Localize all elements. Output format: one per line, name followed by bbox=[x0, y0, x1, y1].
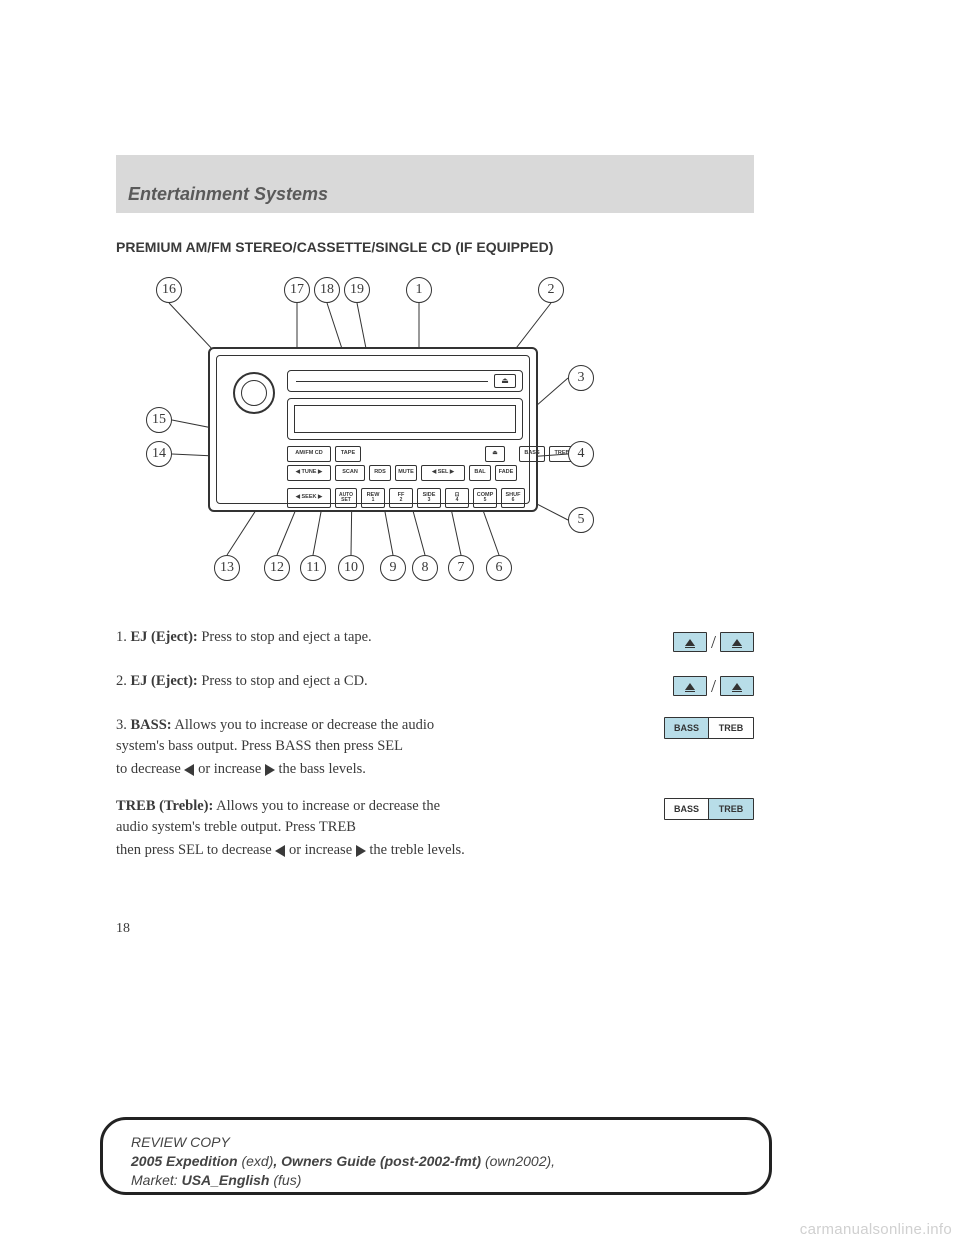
callout-13: 13 bbox=[214, 555, 240, 581]
seek-button: ◀ SEEK ▶ bbox=[287, 488, 331, 508]
preset-1: REW1 bbox=[361, 488, 385, 508]
sel-button: ◀ SEL ▶ bbox=[421, 465, 465, 481]
item-3-continued: to decrease or increase the bass levels. bbox=[116, 759, 596, 780]
bass-button: BASS bbox=[519, 446, 545, 462]
eject-icon-pair: / bbox=[673, 673, 754, 699]
preset-3: SIDE3 bbox=[417, 488, 441, 508]
cd-slot-line bbox=[296, 381, 488, 382]
preset-5: COMP5 bbox=[473, 488, 497, 508]
callout-3: 3 bbox=[568, 365, 594, 391]
callout-17: 17 bbox=[284, 277, 310, 303]
callout-16: 16 bbox=[156, 277, 182, 303]
button-row-1: AM/FM CD TAPE ⏏ BASS TREB bbox=[287, 446, 575, 462]
callout-15: 15 bbox=[146, 407, 172, 433]
eject-icon bbox=[673, 632, 707, 652]
tune-button: ◀ TUNE ▶ bbox=[287, 465, 331, 481]
section-subtitle: PREMIUM AM/FM STEREO/CASSETTE/SINGLE CD … bbox=[116, 239, 754, 255]
eject-icon bbox=[673, 676, 707, 696]
fade-button: FADE bbox=[495, 465, 517, 481]
callout-4: 4 bbox=[568, 441, 594, 467]
radio-frame: ⏏ AM/FM CD TAPE ⏏ BASS TREB ◀ TUNE ▶ SCA… bbox=[216, 355, 530, 504]
tape-eject-button: ⏏ bbox=[485, 446, 505, 462]
treb-cell: TREB bbox=[709, 799, 753, 819]
item-2: 2. EJ (Eject): Press to stop and eject a… bbox=[116, 671, 754, 699]
volume-knob bbox=[233, 372, 275, 414]
radio-diagram: ⏏ AM/FM CD TAPE ⏏ BASS TREB ◀ TUNE ▶ SCA… bbox=[148, 277, 598, 597]
callout-5: 5 bbox=[568, 507, 594, 533]
preset-4: ⊡4 bbox=[445, 488, 469, 508]
callout-14: 14 bbox=[146, 441, 172, 467]
item-treb-text: TREB (Treble): Allows you to increase or… bbox=[116, 796, 446, 838]
page-content: Entertainment Systems PREMIUM AM/FM STER… bbox=[116, 155, 754, 937]
right-arrow-icon bbox=[356, 845, 366, 857]
callout-18: 18 bbox=[314, 277, 340, 303]
callout-8: 8 bbox=[412, 555, 438, 581]
rds-button: RDS bbox=[369, 465, 391, 481]
cassette-inner bbox=[294, 405, 516, 433]
bass-cell: BASS bbox=[665, 799, 709, 819]
footer-line-3: Market: USA_English (fus) bbox=[131, 1171, 741, 1190]
eject-icon bbox=[720, 632, 754, 652]
footer-box: REVIEW COPY 2005 Expedition (exd), Owner… bbox=[100, 1117, 772, 1195]
callout-10: 10 bbox=[338, 555, 364, 581]
mute-button: MUTE bbox=[395, 465, 417, 481]
item-3: 3. BASS: Allows you to increase or decre… bbox=[116, 715, 754, 757]
callout-11: 11 bbox=[300, 555, 326, 581]
left-arrow-icon bbox=[184, 764, 194, 776]
autoset-button: AUTO SET bbox=[335, 488, 357, 508]
bass-cell: BASS bbox=[665, 718, 709, 738]
item-1: 1. EJ (Eject): Press to stop and eject a… bbox=[116, 627, 754, 655]
footer-line-2: 2005 Expedition (exd), Owners Guide (pos… bbox=[131, 1152, 741, 1171]
tape-button: TAPE bbox=[335, 446, 361, 462]
radio-body: ⏏ AM/FM CD TAPE ⏏ BASS TREB ◀ TUNE ▶ SCA… bbox=[208, 347, 538, 512]
footer-line-1: REVIEW COPY bbox=[131, 1133, 741, 1152]
item-2-text: 2. EJ (Eject): Press to stop and eject a… bbox=[116, 671, 446, 692]
right-arrow-icon bbox=[265, 764, 275, 776]
item-treb: TREB (Treble): Allows you to increase or… bbox=[116, 796, 754, 838]
slash-icon: / bbox=[711, 629, 716, 655]
bass-treb-icon: BASS TREB bbox=[664, 717, 754, 739]
cd-slot: ⏏ bbox=[287, 370, 523, 392]
scan-button: SCAN bbox=[335, 465, 365, 481]
item-treb-continued: then press SEL to decrease or increase t… bbox=[116, 840, 596, 861]
callout-6: 6 bbox=[486, 555, 512, 581]
left-arrow-icon bbox=[275, 845, 285, 857]
callout-19: 19 bbox=[344, 277, 370, 303]
eject-icon bbox=[720, 676, 754, 696]
item-1-text: 1. EJ (Eject): Press to stop and eject a… bbox=[116, 627, 446, 648]
item-3-text: 3. BASS: Allows you to increase or decre… bbox=[116, 715, 446, 757]
slash-icon: / bbox=[711, 673, 716, 699]
callout-1: 1 bbox=[406, 277, 432, 303]
watermark: carmanualsonline.info bbox=[800, 1221, 952, 1238]
callout-12: 12 bbox=[264, 555, 290, 581]
callout-9: 9 bbox=[380, 555, 406, 581]
eject-icon-pair: / bbox=[673, 629, 754, 655]
preset-2: FF2 bbox=[389, 488, 413, 508]
cd-eject-button: ⏏ bbox=[494, 374, 516, 388]
callout-2: 2 bbox=[538, 277, 564, 303]
button-row-2: ◀ TUNE ▶ SCAN RDS MUTE ◀ SEL ▶ BAL FADE bbox=[287, 465, 517, 481]
preset-6: SHUF6 bbox=[501, 488, 525, 508]
page-number: 18 bbox=[116, 921, 754, 937]
treb-cell: TREB bbox=[709, 718, 753, 738]
header-title: Entertainment Systems bbox=[128, 184, 328, 205]
cassette-slot bbox=[287, 398, 523, 440]
amfm-cd-button: AM/FM CD bbox=[287, 446, 331, 462]
bal-button: BAL bbox=[469, 465, 491, 481]
button-row-3: ◀ SEEK ▶ AUTO SET REW1FF2SIDE3⊡4COMP5SHU… bbox=[287, 488, 525, 508]
body-text: 1. EJ (Eject): Press to stop and eject a… bbox=[116, 627, 754, 861]
callout-7: 7 bbox=[448, 555, 474, 581]
header-bar: Entertainment Systems bbox=[116, 155, 754, 213]
bass-treb-icon: BASS TREB bbox=[664, 798, 754, 820]
